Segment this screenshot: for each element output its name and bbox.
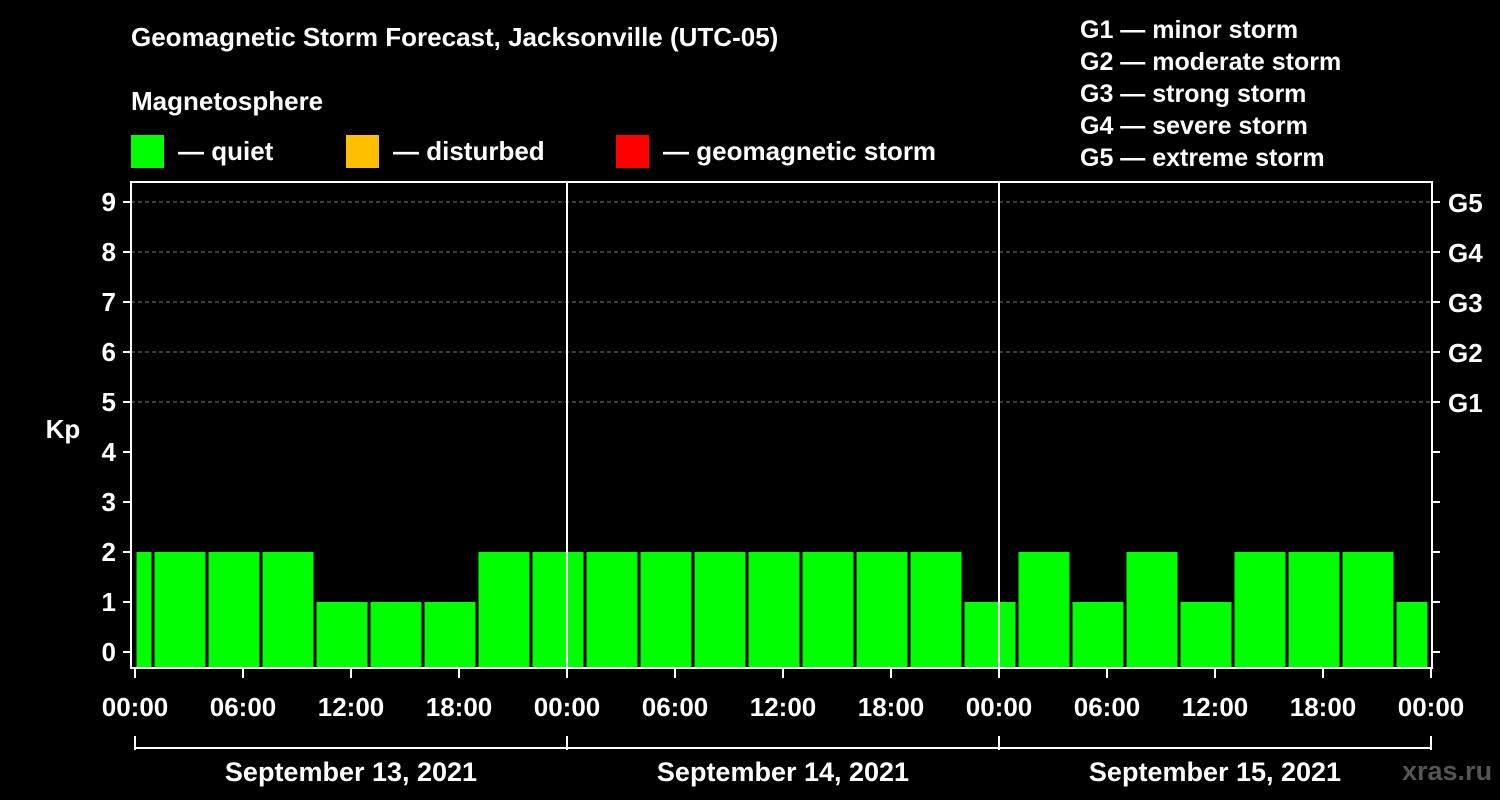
kp-bar xyxy=(136,552,152,668)
g-tick-label: G3 xyxy=(1448,288,1483,318)
kp-bar xyxy=(694,552,746,668)
kp-bar xyxy=(1072,602,1124,668)
x-tick-label: 00:00 xyxy=(102,692,169,722)
x-tick-label: 06:00 xyxy=(642,692,709,722)
legend-disturbed: — disturbed xyxy=(346,134,545,168)
kp-bar xyxy=(586,552,638,668)
y-tick-label: 7 xyxy=(102,287,116,317)
y-tick-label: 6 xyxy=(102,337,116,367)
x-tick-label: 18:00 xyxy=(858,692,925,722)
chart-subtitle: Magnetosphere xyxy=(131,86,324,116)
g-scale-g1: G1 — minor storm xyxy=(1080,16,1299,44)
y-axis-label: Kp xyxy=(46,414,81,444)
y-tick-label: 1 xyxy=(102,587,116,617)
kp-bar xyxy=(208,552,260,668)
x-tick-label: 00:00 xyxy=(534,692,601,722)
x-tick-label: 00:00 xyxy=(1398,692,1465,722)
g-tick-label: G1 xyxy=(1448,388,1483,418)
kp-bar xyxy=(964,602,1016,668)
day-label: September 15, 2021 xyxy=(1089,757,1341,787)
y-tick-label: 9 xyxy=(102,187,116,217)
x-tick-label: 12:00 xyxy=(318,692,385,722)
kp-bar xyxy=(1018,552,1070,668)
x-tick-label: 06:00 xyxy=(210,692,277,722)
g-scale-g4: G4 — severe storm xyxy=(1080,112,1308,140)
y-tick-label: 5 xyxy=(102,387,116,417)
legend-quiet-label: — quiet xyxy=(178,135,274,166)
legend-disturbed-swatch xyxy=(346,134,379,168)
chart-title: Geomagnetic Storm Forecast, Jacksonville… xyxy=(131,22,779,52)
g-scale-legend: G1 — minor storm G2 — moderate storm G3 … xyxy=(1080,14,1341,174)
plot-frame xyxy=(130,181,1433,669)
kp-bar xyxy=(154,552,206,668)
x-tick-label: 00:00 xyxy=(966,692,1033,722)
g-tick-label: G5 xyxy=(1448,188,1483,218)
x-tick-label: 18:00 xyxy=(426,692,493,722)
kp-bar xyxy=(478,552,530,668)
y-tick-label: 2 xyxy=(102,537,116,567)
g-scale-g5: G5 — extreme storm xyxy=(1080,144,1325,172)
kp-bar xyxy=(856,552,908,668)
legend-quiet-swatch xyxy=(131,134,164,168)
watermark: xras.ru xyxy=(1402,756,1493,786)
legend-quiet: — quiet xyxy=(131,134,273,168)
kp-bar xyxy=(1342,552,1394,668)
kp-bar xyxy=(1288,552,1340,668)
y-tick-label: 3 xyxy=(102,487,116,517)
kp-bar xyxy=(748,552,800,668)
g-scale-g2: G2 — moderate storm xyxy=(1080,48,1342,76)
kp-bar xyxy=(910,552,962,668)
day-label: September 14, 2021 xyxy=(657,757,909,787)
legend-storm-label: — geomagnetic storm xyxy=(663,135,937,166)
kp-bar xyxy=(802,552,854,668)
kp-bar xyxy=(262,552,314,668)
kp-bar xyxy=(1180,602,1232,668)
legend-disturbed-label: — disturbed xyxy=(393,135,545,166)
kp-bar xyxy=(316,602,368,668)
kp-bar xyxy=(640,552,692,668)
g-scale-g3: G3 — strong storm xyxy=(1080,80,1307,108)
x-tick-label: 18:00 xyxy=(1290,692,1357,722)
x-tick-label: 06:00 xyxy=(1074,692,1141,722)
kp-bar xyxy=(424,602,476,668)
legend-storm-swatch xyxy=(616,134,649,168)
x-tick-label: 12:00 xyxy=(750,692,817,722)
y-tick-label: 4 xyxy=(102,437,117,467)
kp-bar xyxy=(1126,552,1178,668)
y-tick-label: 8 xyxy=(102,237,116,267)
legend-storm: — geomagnetic storm xyxy=(616,134,936,168)
x-tick-label: 12:00 xyxy=(1182,692,1249,722)
g-tick-label: G4 xyxy=(1448,238,1483,268)
kp-bar xyxy=(532,552,584,668)
g-tick-label: G2 xyxy=(1448,338,1483,368)
day-label: September 13, 2021 xyxy=(225,757,477,787)
kp-bar xyxy=(1396,602,1428,668)
kp-bar xyxy=(1234,552,1286,668)
y-tick-label: 0 xyxy=(102,637,116,667)
kp-bar xyxy=(370,602,422,668)
